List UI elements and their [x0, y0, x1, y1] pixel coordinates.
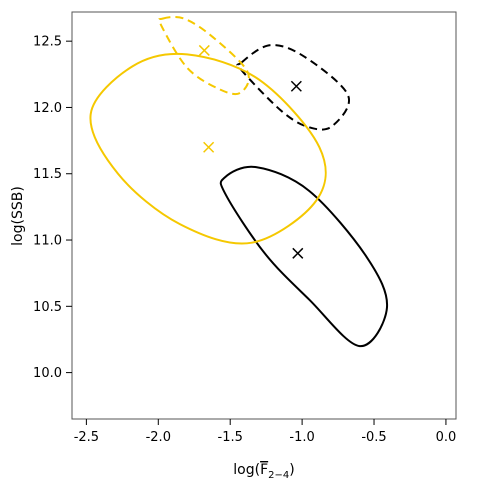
- point-marker-2: [290, 80, 302, 92]
- x-tick-label: 0.0: [436, 430, 457, 445]
- x-axis-title: log(F2−4): [233, 462, 294, 480]
- x-axis-title-symbol: F: [260, 462, 268, 478]
- y-tick-label: 10.0: [33, 366, 62, 381]
- plot-frame: [71, 11, 457, 420]
- x-tick-label: -1.5: [218, 430, 243, 445]
- confidence-ellipse-4: [157, 15, 250, 96]
- y-tick-label: 12.0: [33, 101, 62, 116]
- point-marker-1: [292, 247, 304, 259]
- point-marker-4: [198, 44, 210, 56]
- confidence-ellipse-2: [236, 44, 351, 131]
- y-tick-label: 11.0: [33, 234, 62, 249]
- point-marker-3: [203, 141, 215, 153]
- y-tick-label: 12.5: [33, 35, 62, 50]
- y-axis-title: log(SSB): [10, 186, 26, 246]
- x-axis-title-subscript: 2−4: [268, 470, 289, 480]
- x-axis-title-suffix: ): [289, 462, 294, 478]
- x-tick-label: -1.0: [289, 430, 314, 445]
- plot-marks: [89, 15, 388, 348]
- y-tick-label: 10.5: [33, 300, 62, 315]
- x-tick-label: -2.5: [74, 430, 99, 445]
- confidence-ellipse-3: [89, 52, 327, 245]
- x-tick-label: -2.0: [146, 430, 171, 445]
- confidence-ellipse-1: [219, 165, 388, 348]
- x-tick-label: -0.5: [361, 430, 386, 445]
- y-axis: 10.0 10.5 11.0 11.5 12.0 12.5: [33, 35, 72, 381]
- x-axis-title-prefix: log(: [233, 462, 260, 478]
- x-axis: -2.5 -2.0 -1.5 -1.0 -0.5 0.0: [74, 419, 457, 445]
- y-tick-label: 11.5: [33, 167, 62, 182]
